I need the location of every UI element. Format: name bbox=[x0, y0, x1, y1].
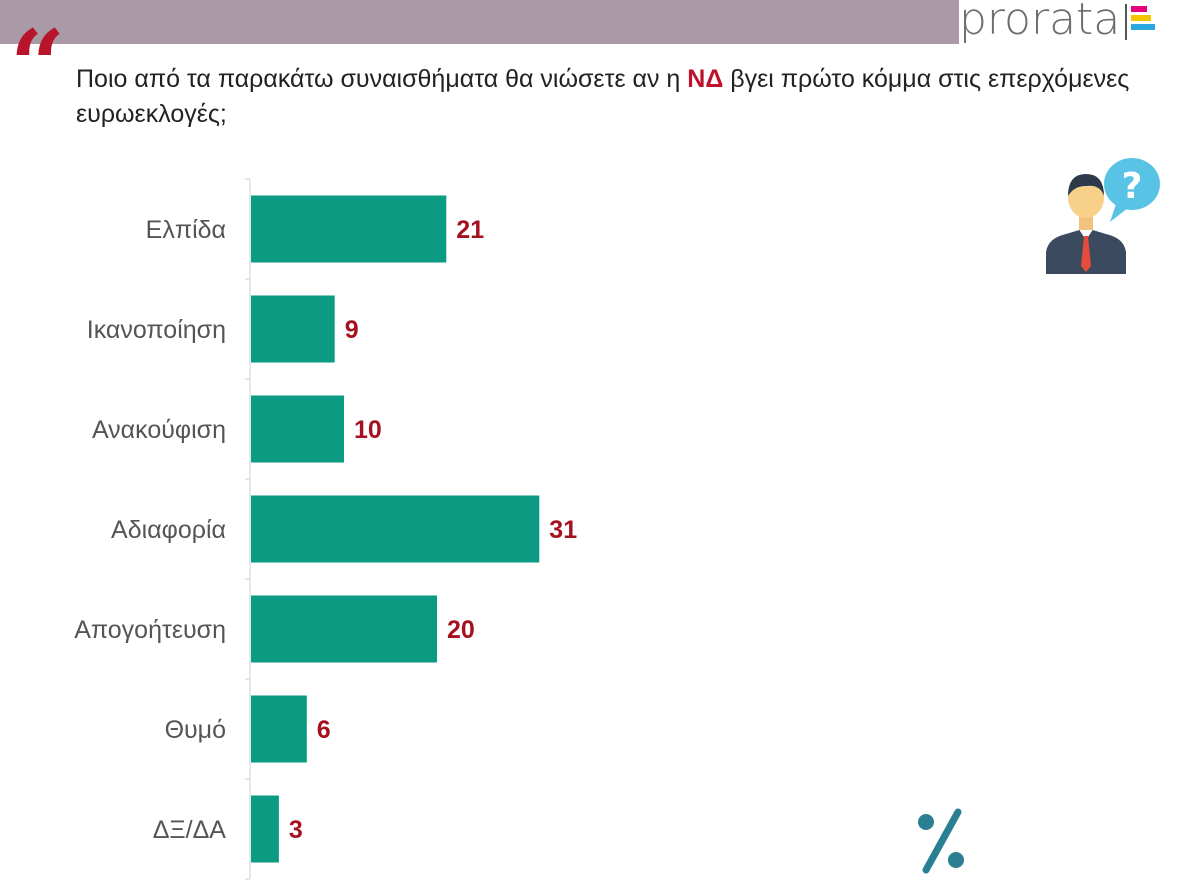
value-label: 10 bbox=[354, 416, 382, 444]
value-label: 6 bbox=[317, 716, 331, 744]
category-label: Ελπίδα bbox=[146, 216, 226, 244]
category-label: Απογοήτευση bbox=[74, 616, 226, 644]
bar bbox=[251, 295, 335, 363]
question-part-2: βγει πρώτο κόμμα στις επερχόμενες ευρωεκ… bbox=[76, 65, 1130, 128]
bar bbox=[251, 395, 344, 463]
bar bbox=[251, 195, 447, 263]
svg-text:?: ? bbox=[1122, 166, 1143, 207]
bar bbox=[251, 495, 540, 563]
value-label: 21 bbox=[456, 216, 484, 244]
brand-mark-2 bbox=[1131, 15, 1151, 21]
bar bbox=[251, 595, 437, 663]
value-label: 9 bbox=[345, 316, 359, 344]
bar bbox=[251, 695, 307, 763]
category-label: Ανακούφιση bbox=[92, 416, 226, 444]
question-text: Ποιο από τα παρακάτω συναισθήματα θα νιώ… bbox=[76, 62, 1176, 132]
category-label: Αδιαφορία bbox=[111, 516, 226, 544]
question-part-1: Ποιο από τα παρακάτω συναισθήματα θα νιώ… bbox=[76, 65, 688, 93]
category-label: ΔΞ/ΔΑ bbox=[153, 816, 227, 844]
brand-logo: prorata bbox=[959, 0, 1189, 45]
value-label: 3 bbox=[289, 816, 303, 844]
person-question-icon: ? bbox=[1046, 158, 1160, 274]
question-highlight: ΝΔ bbox=[687, 65, 724, 93]
value-label: 31 bbox=[549, 516, 577, 544]
quote-icon: “ bbox=[10, 9, 66, 122]
value-label: 20 bbox=[447, 616, 475, 644]
category-label: Ικανοποίηση bbox=[87, 316, 226, 344]
category-label: Θυμό bbox=[165, 716, 226, 744]
brand-separator bbox=[1125, 4, 1127, 40]
percent-icon bbox=[918, 808, 964, 874]
brand-name: prorata bbox=[959, 0, 1121, 45]
bar bbox=[251, 795, 279, 863]
brand-mark-3 bbox=[1131, 24, 1155, 30]
brand-mark-1 bbox=[1131, 6, 1147, 12]
brand-color-marks bbox=[1131, 6, 1155, 33]
